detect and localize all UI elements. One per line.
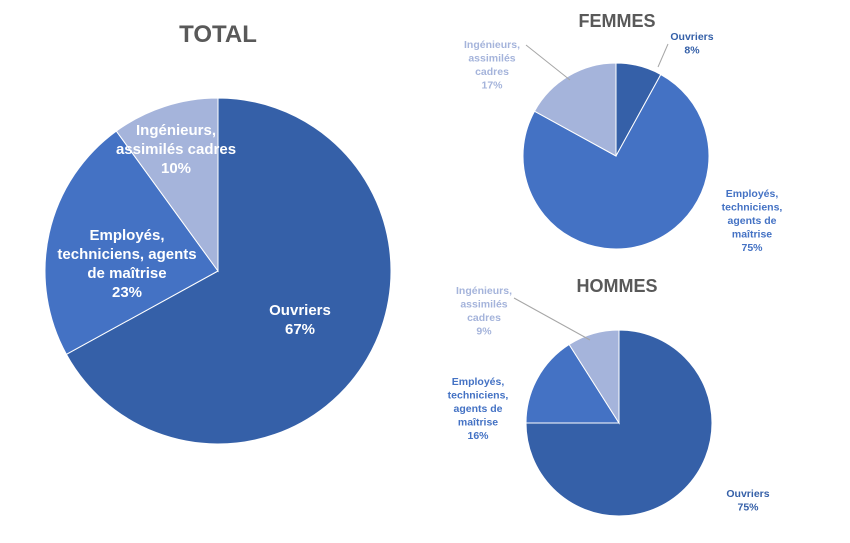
slices-femmes xyxy=(522,62,710,250)
chart-title-hommes: HOMMES xyxy=(577,276,658,296)
category-label-line: cadres xyxy=(475,66,509,78)
labels-hommes: Ouvriers 75% Employés, techniciens, agents d… xyxy=(448,285,770,514)
chart-hommes: HOMMES Ouvriers 75%Employés, techniciens, a… xyxy=(448,276,770,517)
category-label-line: Ouvriers xyxy=(269,302,331,319)
chart-title-femmes: FEMMES xyxy=(578,11,655,31)
category-label-line: techniciens, xyxy=(722,202,783,214)
category-label-line: Employés, xyxy=(89,227,164,244)
percent-label: 75% xyxy=(737,502,759,514)
category-label-line: techniciens, xyxy=(448,390,509,402)
category-label-line: techniciens, agents xyxy=(57,246,196,263)
percent-label: 9% xyxy=(476,326,492,338)
pie-slice-employes xyxy=(525,343,620,424)
pie-slice-employes xyxy=(522,73,710,250)
category-label-line: Employés, xyxy=(726,188,779,200)
pie-slice-ouvriers xyxy=(525,329,713,517)
category-label-line: Ingénieurs, xyxy=(456,285,512,297)
chart-total: TOTAL Ouvriers 67% Employés, techniciens, a… xyxy=(44,21,392,445)
category-label-line: Ouvriers xyxy=(726,488,769,500)
data-label-employes: Employés, techniciens, agents de maîtrise 75… xyxy=(722,188,783,254)
percent-label: 10% xyxy=(161,160,191,177)
data-label-ingenieurs: Ingénieurs, assimilés cadres 9% xyxy=(456,285,512,338)
chart-title-total: TOTAL xyxy=(179,21,257,48)
pie-slice-ingenieurs xyxy=(115,97,219,273)
percent-label: 23% xyxy=(112,284,142,301)
data-label-ouvriers: Ouvriers 67% xyxy=(269,302,331,338)
pie-slice-employes xyxy=(44,130,219,356)
pie-slice-ouvriers xyxy=(65,97,392,445)
labels-femmes: Ouvriers 8% Employés, techniciens, agents de… xyxy=(464,31,782,254)
labels-total: Ouvriers 67% Employés, techniciens, agents d… xyxy=(57,122,330,338)
data-label-ingenieurs: Ingénieurs, assimilés cadres 17% xyxy=(464,39,520,92)
data-label-ingenieurs: Ingénieurs, assimilés cadres 10% xyxy=(116,122,236,177)
category-label-line: cadres xyxy=(467,312,501,324)
percent-label: 17% xyxy=(481,80,503,92)
data-label-ouvriers: Ouvriers 8% xyxy=(670,31,713,57)
category-label-line: Ingénieurs, xyxy=(136,122,216,139)
pie-slice-ingenieurs xyxy=(533,62,617,157)
leader-line-ouvriers xyxy=(657,43,669,68)
percent-label: 67% xyxy=(285,321,315,338)
pie-slice-ingenieurs xyxy=(568,329,620,425)
slices-total xyxy=(44,97,392,445)
category-label-line: Ouvriers xyxy=(670,31,713,43)
data-label-ouvriers: Ouvriers 75% xyxy=(726,488,769,514)
category-label-line: Employés, xyxy=(452,376,505,388)
percent-label: 16% xyxy=(467,430,489,442)
percent-label: 75% xyxy=(741,242,763,254)
category-label-line: de maîtrise xyxy=(87,265,166,282)
leader-line-ingenieurs xyxy=(525,44,571,81)
category-label-line: assimilés xyxy=(468,53,515,65)
slices-hommes xyxy=(525,329,713,517)
data-label-employes: Employés, techniciens, agents de maîtrise 2… xyxy=(57,227,196,301)
leader-line-ingenieurs xyxy=(513,297,591,341)
category-label-line: assimilés xyxy=(460,299,507,311)
percent-label: 8% xyxy=(684,45,700,57)
category-label-line: maîtrise xyxy=(458,417,498,429)
category-label-line: maîtrise xyxy=(732,229,772,241)
category-label-line: assimilés cadres xyxy=(116,141,236,158)
category-label-line: agents de xyxy=(453,403,502,415)
category-label-line: agents de xyxy=(727,215,776,227)
category-label-line: Ingénieurs, xyxy=(464,39,520,51)
chart-femmes: FEMMES Ouvriers 8% Employés, techniciens, ag… xyxy=(464,11,782,254)
data-label-employes: Employés, techniciens, agents de maîtrise 16… xyxy=(448,376,509,442)
